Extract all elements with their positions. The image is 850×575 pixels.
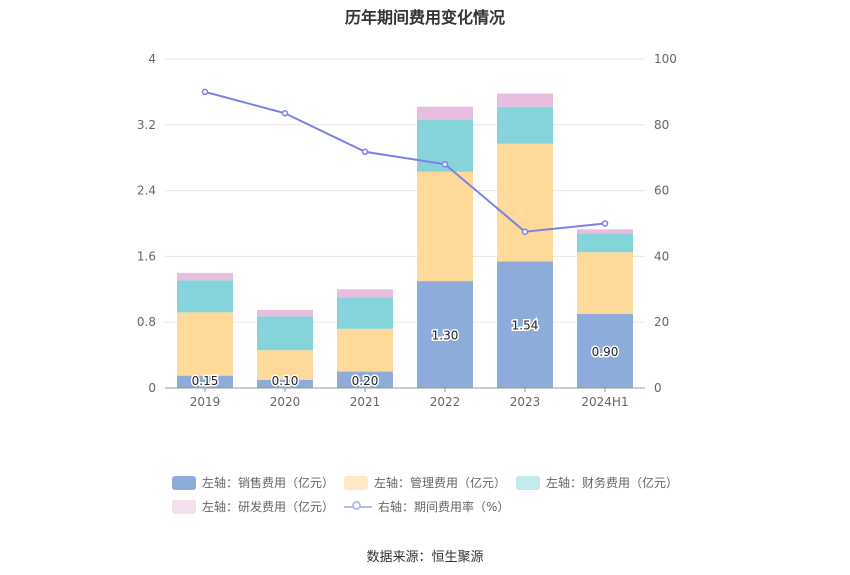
bar-segment [337, 297, 393, 329]
y-right-tick-label: 40 [654, 249, 669, 263]
chart-title: 历年期间费用变化情况 [344, 8, 505, 27]
y-left-tick-label: 2.4 [137, 184, 156, 198]
legend-item-admin[interactable]: 左轴：管理费用（亿元） [344, 474, 506, 491]
rate-point [201, 88, 209, 96]
y-right-tick-label: 20 [654, 315, 669, 329]
x-tick-label: 2023 [510, 395, 541, 409]
legend-label-rate: 右轴：期间费用率（%） [378, 500, 510, 514]
bar-segment [177, 312, 233, 376]
legend-swatch-rate [344, 500, 372, 514]
data-label: 1.30 [432, 329, 459, 343]
bar-segment [337, 371, 393, 388]
x-tick-label: 2024H1 [581, 395, 628, 409]
y-right-tick-label: 0 [654, 381, 662, 395]
legend-item-rate[interactable]: 右轴：期间费用率（%） [344, 498, 509, 515]
legend-label-sales: 左轴：销售费用（亿元） [202, 476, 335, 490]
rate-point [441, 161, 449, 168]
y-left-tick-label: 1.6 [137, 249, 156, 263]
bar-segment [257, 309, 313, 317]
legend-swatch-rd [172, 499, 196, 514]
bar-segment [577, 252, 633, 314]
bar-segment [577, 233, 633, 253]
bar-segment [257, 316, 313, 351]
x-tick-label: 2020 [270, 395, 301, 409]
bar-segment [177, 280, 233, 313]
source-note: 数据来源：恒生聚源 [366, 550, 484, 565]
rate-point [281, 110, 289, 117]
data-label: 0.90 [592, 345, 619, 359]
y-left-tick-label: 0 [148, 381, 156, 395]
bar-segment [337, 328, 393, 372]
bar-segment [337, 289, 393, 298]
bar-segment [417, 281, 473, 388]
bar-segment [417, 106, 473, 120]
x-tick-label: 2021 [350, 395, 381, 409]
y-left-tick-label: 3.2 [137, 118, 156, 132]
x-tick-label: 2022 [430, 395, 461, 409]
data-label: 0.15 [192, 374, 219, 388]
y-left-tick-label: 4 [148, 52, 156, 66]
bar-segment [577, 229, 633, 234]
rate-line [204, 90, 606, 233]
x-tick-label: 2019 [190, 395, 221, 409]
bar-segment [497, 143, 553, 262]
legend-item-rd[interactable]: 左轴：研发费用（亿元） [172, 498, 334, 515]
rate-point [521, 228, 529, 235]
legend-swatch-admin [344, 475, 368, 490]
bar-segment [177, 375, 233, 388]
legend-label-finance: 左轴：财务费用（亿元） [546, 476, 679, 490]
legend-item-finance[interactable]: 左轴：财务费用（亿元） [516, 474, 678, 491]
bar-segment [577, 313, 633, 388]
data-label: 0.10 [272, 374, 299, 388]
rate-point [601, 220, 609, 227]
bar-segment [417, 171, 473, 282]
bar-segment [497, 261, 553, 388]
y-right-tick-label: 80 [654, 118, 669, 132]
bar-segment [257, 350, 313, 380]
y-right-tick-label: 100 [654, 52, 677, 66]
rate-point [361, 148, 369, 156]
legend-label-rd: 左轴：研发费用（亿元） [202, 500, 335, 514]
legend-swatch-sales [172, 475, 196, 490]
chart-plot: 0.15 0.10 0.20 1.30 1.54 0.90 0 0 0.8 20 1.6 40 2.4… [137, 52, 677, 409]
y-right-tick-label: 60 [654, 184, 669, 198]
bar-segment [257, 379, 313, 388]
data-label: 0.20 [352, 374, 379, 388]
y-left-tick-label: 0.8 [137, 315, 156, 329]
bar-segment [497, 106, 553, 144]
legend-label-admin: 左轴：管理费用（亿元） [374, 476, 507, 490]
legend-item-sales[interactable]: 左轴：销售费用（亿元） [172, 474, 334, 491]
bar-segment [177, 272, 233, 281]
bar-segment [497, 93, 553, 107]
legend-swatch-finance [516, 475, 540, 490]
data-label: 1.54 [512, 319, 539, 333]
